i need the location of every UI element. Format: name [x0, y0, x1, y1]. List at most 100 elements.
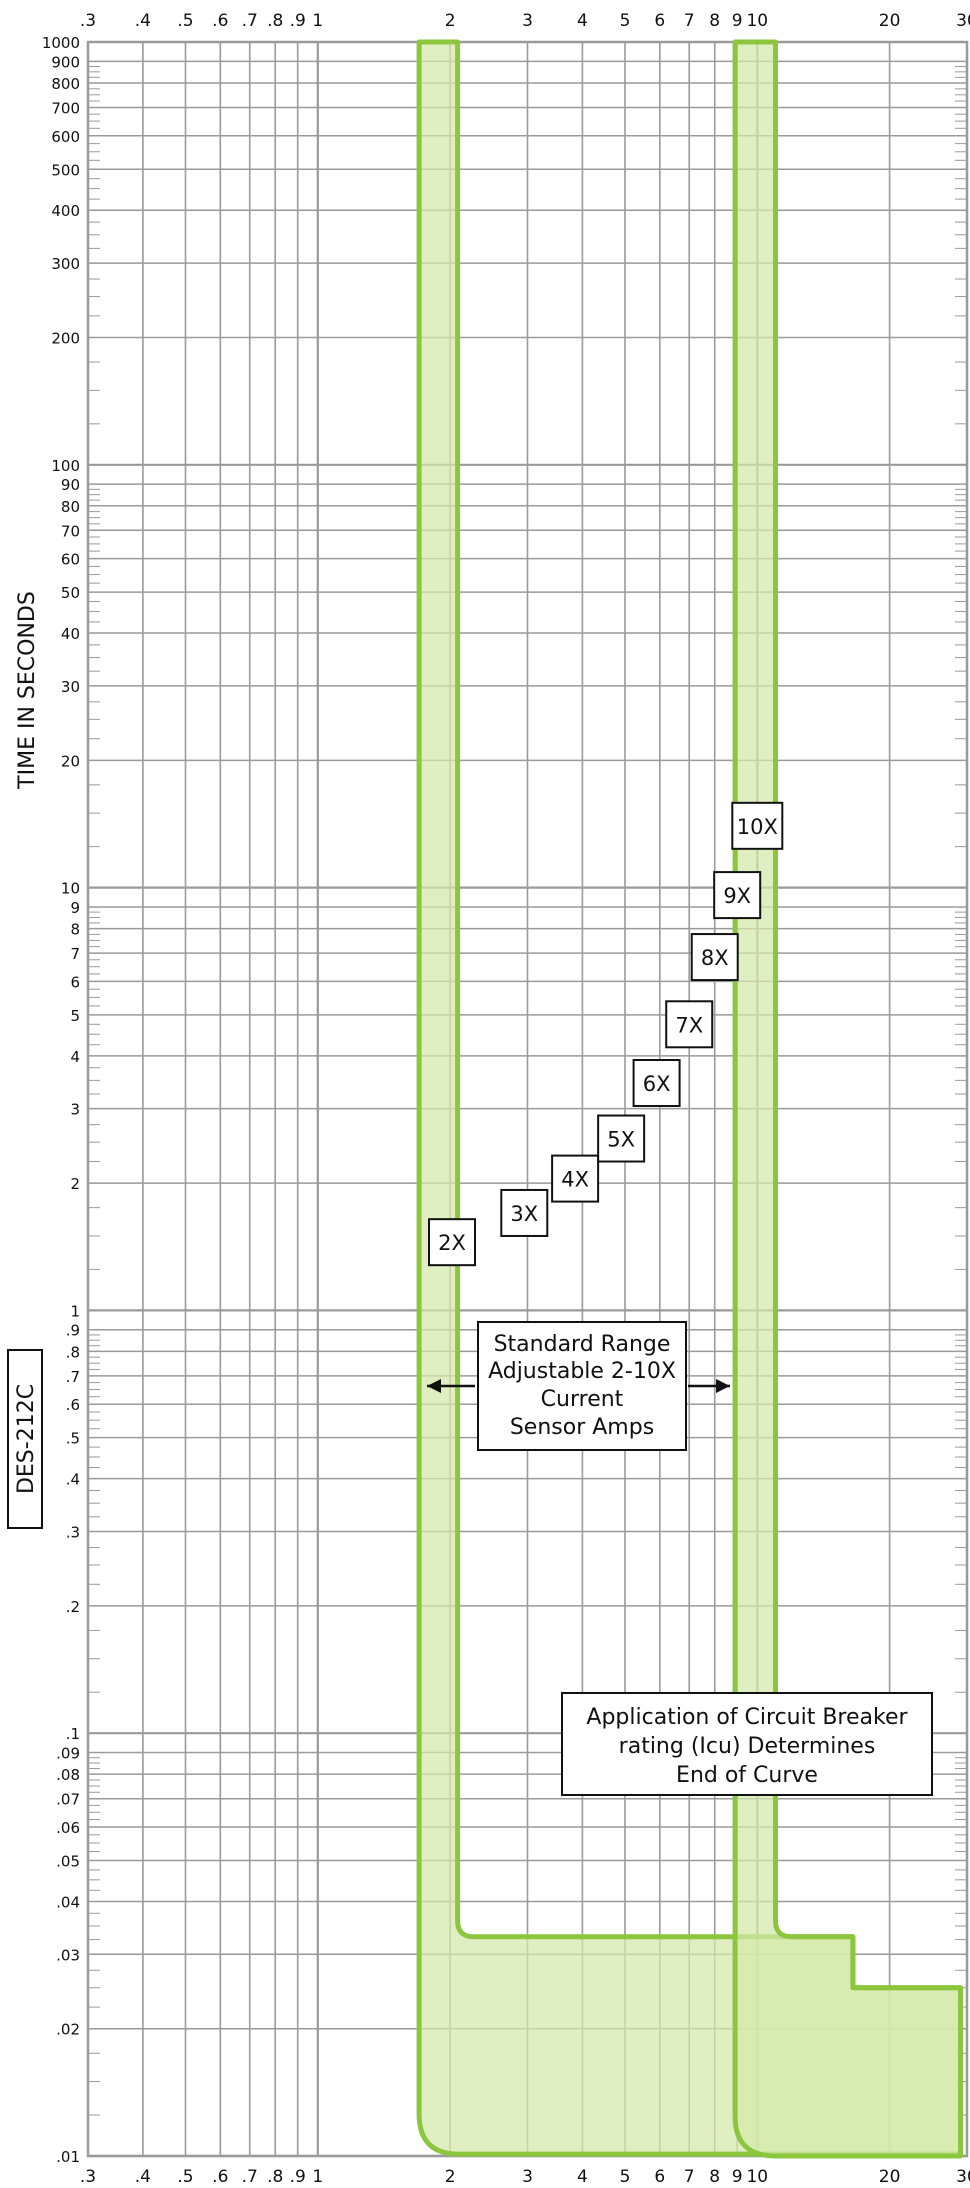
grid	[86, 40, 969, 2158]
annotation-line: Application of Circuit Breaker	[586, 1705, 908, 1730]
y-tick-label: .7	[66, 1368, 80, 1386]
y-tick-label: .2	[66, 1598, 80, 1616]
y-tick-label: .8	[66, 1343, 80, 1361]
y-tick-label: 9	[70, 899, 80, 917]
y-tick-label: .07	[56, 1791, 80, 1809]
x-tick-label: .6	[212, 11, 228, 31]
pickup-label-text: 5X	[607, 1128, 635, 1152]
x-tick-label: 10	[746, 11, 768, 31]
x-tick-label: .8	[267, 11, 283, 31]
x-tick-label: .7	[242, 11, 258, 31]
annotation-line: Standard Range	[494, 1332, 671, 1357]
x-tick-label: 30	[956, 2167, 970, 2187]
y-tick-label: .06	[56, 1819, 80, 1837]
y-tick-label: .05	[56, 1852, 80, 1870]
y-tick-label: 2	[70, 1175, 80, 1193]
y-tick-label: .04	[56, 1893, 80, 1911]
x-tick-label: 10	[746, 2167, 768, 2187]
x-tick-label: 20	[879, 2167, 901, 2187]
standard-range-annotation: Standard Range Adjustable 2-10X Current …	[427, 1321, 730, 1451]
y-tick-label: 1	[70, 1302, 80, 1320]
y-tick-label: 7	[70, 945, 80, 963]
pickup-label: 8X	[690, 933, 739, 982]
y-tick-label: 500	[51, 161, 80, 179]
pickup-label-text: 10X	[737, 815, 778, 839]
pickup-label-text: 7X	[675, 1013, 703, 1037]
y-tick-label: 70	[61, 522, 80, 540]
y-tick-label: 200	[51, 330, 80, 348]
y-axis-title: TIME IN SECONDS	[15, 591, 40, 790]
y-tick-label: .08	[56, 1766, 80, 1784]
x-tick-label: 30	[956, 11, 970, 31]
pickup-label: 2X	[428, 1218, 477, 1267]
trip-bands	[416, 39, 964, 2159]
pickup-label-text: 8X	[701, 946, 729, 970]
x-tick-label: 3	[522, 11, 533, 31]
x-tick-label: .5	[177, 2167, 193, 2187]
x-tick-label: 7	[684, 11, 695, 31]
annotation-line: Current	[541, 1387, 624, 1412]
annotation-line: rating (Icu) Determines	[619, 1734, 876, 1759]
y-tick-label: 5	[70, 1007, 80, 1025]
annotation-line: Sensor Amps	[510, 1415, 654, 1440]
pickup-label-text: 6X	[643, 1072, 671, 1096]
y-tick-label: .02	[56, 2021, 80, 2039]
x-tick-label: 5	[620, 2167, 631, 2187]
x-tick-label: 1	[312, 11, 323, 31]
pickup-label-box	[665, 1000, 714, 1049]
y-tick-label: 600	[51, 128, 80, 146]
y-tick-label: 300	[51, 255, 80, 273]
y-tick-label: .03	[56, 1946, 80, 1964]
pickup-label-box	[500, 1188, 549, 1237]
x-tick-label: 1	[312, 2167, 323, 2187]
y-tick-label: .3	[66, 1523, 80, 1541]
y-tick-label: 60	[61, 551, 80, 569]
pickup-label-box	[632, 1059, 681, 1108]
y-tick-label: 40	[61, 625, 80, 643]
pickup-label: 6X	[632, 1059, 681, 1108]
pickup-label-box	[597, 1114, 646, 1163]
pickup-labels: 2X 3X 4X 5X 6X 7X 8X 9X 10X	[428, 801, 784, 1267]
x-tick-label: .8	[267, 2167, 283, 2187]
x-tick-label: 6	[654, 2167, 665, 2187]
pickup-label: 3X	[500, 1188, 549, 1237]
side-label: DES-212C	[14, 1384, 39, 1494]
x-tick-label: .4	[135, 2167, 151, 2187]
pickup-label-text: 9X	[723, 884, 751, 908]
x-tick-label: .3	[80, 2167, 96, 2187]
x-tick-label: 4	[577, 2167, 588, 2187]
y-tick-label: 400	[51, 202, 80, 220]
y-tick-label: .4	[66, 1471, 80, 1489]
pickup-label-box	[690, 933, 739, 982]
y-tick-label: 10	[61, 880, 80, 898]
pickup-label: 4X	[551, 1154, 600, 1203]
y-tick-label: 900	[51, 53, 80, 71]
x-tick-label: 7	[684, 2167, 695, 2187]
x-tick-label: 2	[445, 2167, 456, 2187]
side-label-box: DES-212C	[7, 1349, 43, 1529]
y-tick-label: .1	[66, 1725, 80, 1743]
y-tick-label: 700	[51, 99, 80, 117]
x-tick-label: 3	[522, 2167, 533, 2187]
annotation-line: Adjustable 2-10X	[488, 1359, 676, 1384]
icu-annotation: Application of Circuit Breaker rating (I…	[561, 1692, 933, 1796]
y-tick-label: 30	[61, 678, 80, 696]
x-tick-label: .6	[212, 2167, 228, 2187]
pickup-label: 9X	[713, 871, 762, 920]
x-tick-label: .5	[177, 11, 193, 31]
y-tick-label: 8	[70, 921, 80, 939]
y-tick-label: .6	[66, 1396, 80, 1414]
x-tick-label: .9	[290, 11, 306, 31]
y-tick-label: 1000	[42, 34, 80, 52]
x-tick-label: .3	[80, 11, 96, 31]
y-tick-label: 6	[70, 973, 80, 991]
y-tick-label: .09	[56, 1745, 80, 1763]
pickup-label-box	[428, 1218, 477, 1267]
y-tick-label: 50	[61, 584, 80, 602]
y-tick-label: 800	[51, 75, 80, 93]
y-tick-label: 90	[61, 476, 80, 494]
x-tick-label: 8	[709, 2167, 720, 2187]
